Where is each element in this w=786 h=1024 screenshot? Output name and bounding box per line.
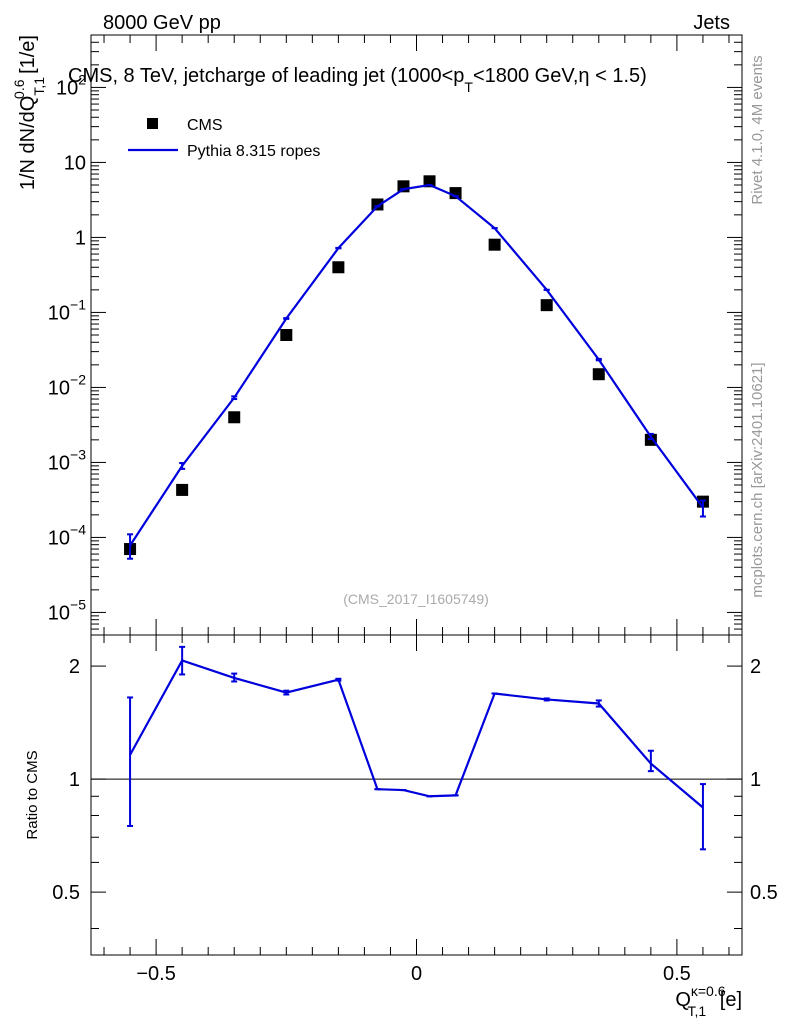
y-tick-label: 10−3 [48,446,86,474]
chart-title-subscript: T [464,79,473,95]
cms-data-point [397,180,410,193]
cms-data-points [124,175,709,556]
ratio-series-line [129,659,704,809]
y-tick-label: 10−1 [48,296,86,324]
x-axis-label-unit: [e] [714,989,742,1011]
header-category-label: Jets [693,12,730,34]
ratio-y-ticks: 0.5 0.5 1 1 2 2 [52,656,778,930]
chart-title: CMS, 8 TeV, jetcharge of leading jet (10… [68,65,647,95]
chart-title-rest: <1800 GeV,η < 1.5) [473,65,647,87]
y-tick-label: 10−2 [48,371,86,399]
x-tick-label: −0.5 [136,963,175,985]
y-tick-label: 10−5 [48,596,86,624]
y-tick-label: 102 [56,71,86,99]
main-y-ticks: 10−5 10−4 10−3 10−2 10−1 1 10 102 [48,34,742,630]
x-axis-label-base: Q [675,989,691,1011]
y-axis-label-sub: T,1 [31,77,47,96]
x-tick-label: 0.5 [663,963,691,985]
ratio-tick-label-right: 0.5 [750,882,778,904]
legend: CMS Pythia 8.315 ropes [128,117,320,160]
ratio-tick-label-left: 2 [69,656,80,678]
ratio-y-axis-label: Ratio to CMS [24,750,41,839]
x-tick-label: 0 [411,963,422,985]
y-axis-label-sup: 0.6 [11,79,27,99]
pythia-series-line [129,183,704,547]
cms-data-point [488,238,501,251]
cms-data-point [228,411,241,424]
rivet-version-label: Rivet 4.1.0, 4M events [749,55,766,204]
ratio-error-bars [127,645,706,851]
pythia-error-bars [127,184,706,560]
y-axis-label-unit: [1/e] [17,35,39,79]
cms-data-point [592,368,605,381]
header-beam-label: 8000 GeV pp [103,12,221,34]
cms-data-point [280,329,293,341]
cms-data-point [540,299,553,312]
analysis-watermark: (CMS_2017_I1605749) [343,591,489,607]
legend-cms-label: CMS [187,117,223,134]
chart-title-main: CMS, 8 TeV, jetcharge of leading jet (10… [68,65,464,87]
legend-pythia-label: Pythia 8.315 ropes [187,143,320,160]
cms-data-point [176,483,189,496]
main-x-ticks [103,35,730,635]
ratio-tick-label-right: 1 [750,769,761,791]
ratio-x-ticks: −0.5 0 0.5 [103,635,730,985]
cms-data-point [371,198,384,211]
legend-cms-marker [147,118,158,129]
ratio-tick-label-left: 0.5 [52,882,80,904]
x-axis-label-sup: κ=0.6 [691,983,726,999]
ratio-plot-frame [90,634,743,956]
ratio-tick-label-left: 1 [69,769,80,791]
ratio-tick-label-right: 2 [750,656,761,678]
x-axis-label-sub: T,1 [688,1003,707,1019]
y-axis-label-base: 1/N dN/dQ [17,96,39,190]
x-axis-label: Qκ=0.6 T,1 [e] [675,983,742,1019]
y-axis-label: 1/N dN/dQT,10.6 [1/e] [11,35,47,190]
y-tick-label: 1 [75,227,86,249]
mcplots-source-label: mcplots.cern.ch [arXiv:2401.10621] [749,362,766,597]
cms-data-point [332,261,345,274]
y-tick-label: 10 [64,152,86,174]
y-tick-label: 10−4 [48,521,86,549]
